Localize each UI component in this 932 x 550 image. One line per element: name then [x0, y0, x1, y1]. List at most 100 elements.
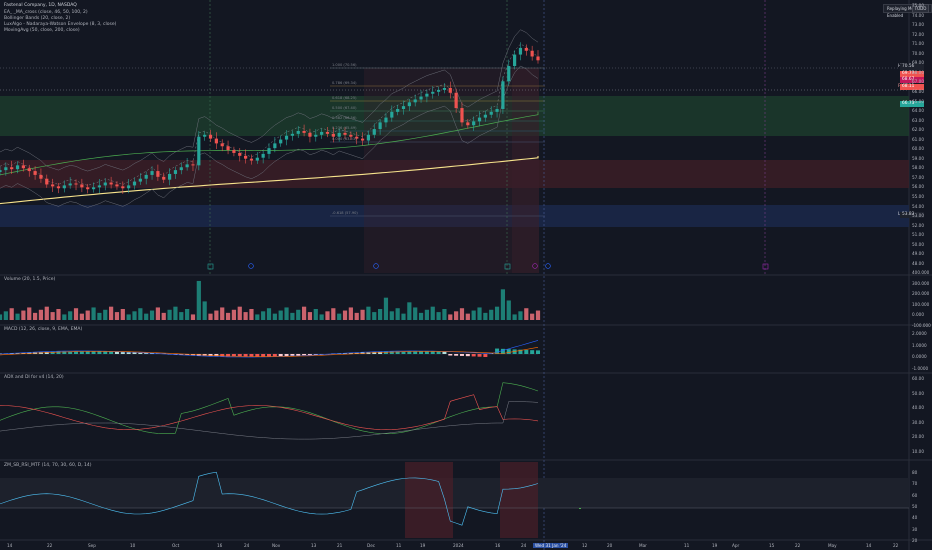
volume-bar [436, 312, 441, 320]
replay-button[interactable]: TODO [912, 4, 929, 13]
candle-body [191, 164, 195, 166]
macd-bar [372, 352, 377, 354]
volume-bar [97, 312, 102, 320]
price-axis-label: 68.00 [912, 69, 924, 75]
candle-body [150, 171, 154, 175]
candle-body [167, 173, 172, 180]
macd-bar [454, 354, 459, 356]
macd-bar [103, 351, 108, 354]
rsi-pane-title[interactable]: ZM_SB_RSI_MTF (14, 70, 30, 60, D, 14) [4, 463, 92, 468]
candle-body [80, 184, 84, 188]
candle-body [10, 167, 14, 170]
candle-body [203, 134, 207, 137]
macd-bar [255, 354, 260, 357]
macd-bar [261, 354, 266, 357]
volume-bar [494, 306, 500, 320]
candle-body [56, 186, 61, 189]
macd-bar [495, 348, 500, 354]
price-axis-label: 58.00 [912, 165, 924, 171]
volume-bar [465, 313, 470, 320]
indicator-legend-3[interactable]: LuxAlgo - Nadaraya-Watson Envelope (8, 3… [4, 22, 117, 27]
candle-body [208, 134, 213, 139]
macd-pane-title[interactable]: MACD (12, 26, close, 9, EMA, EMA) [4, 327, 83, 332]
candle-body [308, 132, 312, 137]
candle-body [33, 171, 37, 175]
candle-body [74, 183, 78, 185]
volume-bar [138, 308, 143, 320]
volume-bar [79, 313, 84, 320]
candle-body [501, 81, 505, 110]
volume-bar [518, 311, 523, 320]
ma-200-line [0, 156, 539, 205]
price-axis-label: 51.00 [912, 232, 924, 238]
macd-bar [144, 353, 149, 354]
volume-axis-label: 100.000 [912, 301, 930, 307]
candle-body [472, 121, 476, 126]
macd-bar [126, 352, 131, 354]
volume-bar [161, 312, 166, 320]
envelope-lower [0, 65, 539, 208]
rsi-axis-label: 70 [912, 481, 918, 487]
rsi-band [0, 478, 909, 508]
price-axis-label: 56.00 [912, 184, 924, 190]
macd-bar [267, 354, 271, 357]
price-axis-label: 52.00 [912, 222, 924, 228]
volume-bar [342, 310, 348, 320]
candle-body [127, 185, 131, 189]
fib-label: 0.786 (69.34) [332, 81, 357, 85]
volume-bar [331, 308, 336, 320]
volume-axis-label: 200.000 [912, 291, 930, 296]
volume-bar [27, 307, 32, 320]
volume-bar [325, 311, 330, 320]
macd-bar [477, 354, 482, 357]
volume-bar [389, 311, 394, 320]
macd-bar [343, 353, 348, 354]
volume-bar [471, 310, 476, 320]
macd-bar [85, 351, 90, 354]
candle-body [360, 138, 365, 141]
price-axis-label: 64.00 [912, 108, 924, 114]
indicator-legend-1[interactable]: EA_ _MA_cross (close, 46, 50, 100, 2) [4, 10, 88, 15]
macd-bar [483, 354, 488, 357]
candle-body [15, 165, 20, 170]
adx-pane-title[interactable]: ADX and DI for v4 (14, 20) [4, 375, 64, 380]
volume-bar [413, 307, 418, 320]
candle-body [366, 134, 371, 141]
volume-bar [91, 307, 96, 320]
candle-body [62, 185, 66, 189]
price-axis-label: 67.00 [912, 79, 924, 85]
volume-bar [454, 311, 459, 320]
volume-axis-label: 400.000 [912, 270, 930, 275]
volume-bar [530, 313, 535, 320]
time-axis-label: 24 [521, 543, 527, 548]
macd-axis-label: 0.0000 [912, 354, 927, 359]
chart-title[interactable]: Fastenal Company, 1D, NASDAQ [4, 3, 77, 8]
candle-body [220, 143, 224, 147]
volume-pane-title[interactable]: Volume (20, 1.5, Price) [4, 277, 56, 282]
candle-body [413, 99, 417, 103]
candle-body [436, 89, 441, 92]
macd-bar [249, 354, 254, 357]
price-tag: 68.67 [900, 77, 924, 83]
candle-body [349, 134, 353, 137]
volume-axis-label: -100.000 [912, 322, 931, 328]
time-axis-label: 19 [420, 543, 426, 548]
candle-body [173, 170, 178, 174]
volume-bar [179, 312, 184, 320]
time-axis-label: 16 [217, 543, 223, 548]
indicator-legend-2[interactable]: Bollinger Bands (20, close, 2) [4, 16, 71, 21]
di-plus-line [0, 382, 539, 435]
candle-body [290, 133, 294, 136]
macd-bar [383, 351, 388, 354]
indicator-legend-4[interactable]: MovingAvg (50, close, 200, close) [4, 28, 80, 33]
rsi-path [0, 471, 539, 526]
fib-label: 0.236 (65.49) [332, 126, 357, 130]
volume-bar [383, 297, 389, 320]
price-axis-label: 63.00 [912, 117, 924, 123]
macd-bar [97, 351, 102, 354]
rsi-axis-label: 30 [912, 526, 918, 532]
fib-label: 0.500 (67.40) [332, 106, 357, 110]
price-axis-label: 50.00 [912, 241, 924, 247]
candle-body [115, 184, 119, 187]
